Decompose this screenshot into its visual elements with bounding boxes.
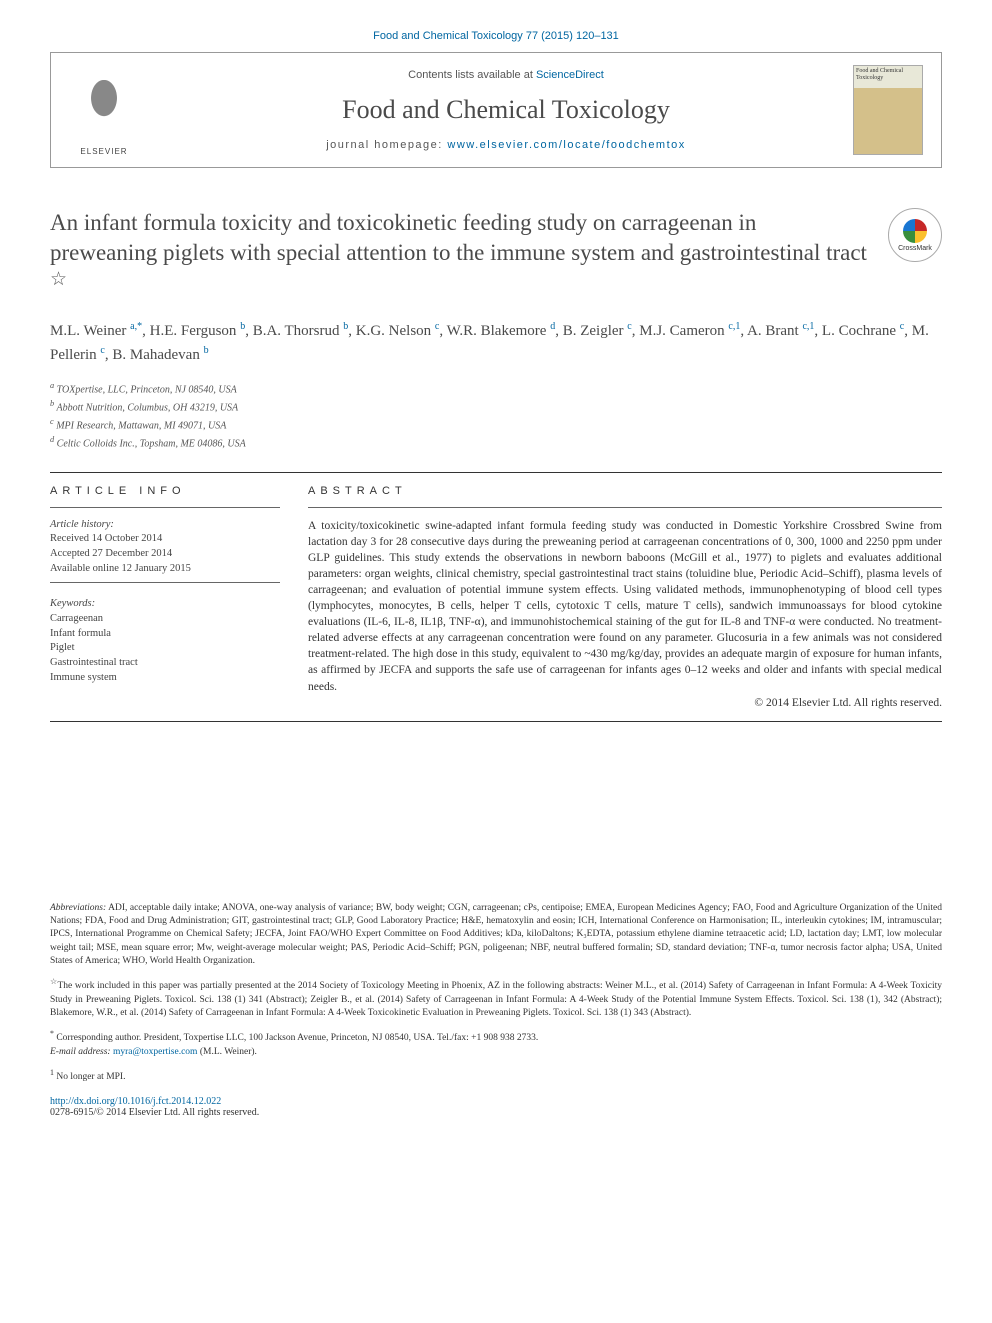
elsevier-logo [69,70,139,150]
corresponding-block: * Corresponding author. President, Toxpe… [50,1028,942,1059]
abstract-text: A toxicity/toxicokinetic swine-adapted i… [308,518,942,695]
affiliation-line: b Abbott Nutrition, Columbus, OH 43219, … [50,398,942,416]
presented-text: The work included in this paper was part… [50,981,942,1018]
article-info-column: ARTICLE INFO Article history: Received 1… [50,485,280,709]
contents-prefix: Contents lists available at [408,69,536,81]
abstract-column: ABSTRACT A toxicity/toxicokinetic swine-… [308,485,942,709]
crossmark-badge[interactable]: CrossMark [888,208,942,262]
accepted-date: Accepted 27 December 2014 [50,547,280,562]
elsevier-tree-icon [74,80,134,140]
title-footnote-star: ☆ [50,269,67,290]
affiliation-line: c MPI Research, Mattawan, MI 49071, USA [50,416,942,434]
journal-header-box: Contents lists available at ScienceDirec… [50,52,942,168]
presented-block: ☆The work included in this paper was par… [50,976,942,1020]
abstract-head: ABSTRACT [308,485,942,497]
note1-text: No longer at MPI. [54,1072,126,1082]
email-suffix: (M.L. Weiner). [197,1047,256,1057]
affiliations: a TOXpertise, LLC, Princeton, NJ 08540, … [50,380,942,451]
rule-below-abstract [50,721,942,722]
abstract-copyright: © 2014 Elsevier Ltd. All rights reserved… [308,697,942,709]
journal-name: Food and Chemical Toxicology [159,95,853,125]
keywords-label: Keywords: [50,597,280,612]
history-label: Article history: [50,518,280,533]
journal-header-center: Contents lists available at ScienceDirec… [159,69,853,151]
journal-cover-thumbnail: Food and Chemical Toxicology [853,65,923,155]
crossmark-icon [903,219,927,243]
corresponding-text: Corresponding author. President, Toxpert… [54,1033,538,1043]
abbreviations-text: ADI, acceptable daily intake; ANOVA, one… [50,903,942,966]
keyword-item: Carrageenan [50,612,280,627]
citation-header: Food and Chemical Toxicology 77 (2015) 1… [50,30,942,42]
email-label: E-mail address: [50,1047,113,1057]
online-date: Available online 12 January 2015 [50,562,280,577]
keyword-item: Infant formula [50,627,280,642]
article-title: An infant formula toxicity and toxicokin… [50,208,868,301]
homepage-prefix: journal homepage: [326,139,447,151]
footnotes: Abbreviations: ADI, acceptable daily int… [50,902,942,1085]
article-info-head: ARTICLE INFO [50,485,280,497]
rule-abstract [308,507,942,508]
abbreviations-block: Abbreviations: ADI, acceptable daily int… [50,902,942,968]
keywords-list: CarrageenanInfant formulaPigletGastroint… [50,612,280,685]
homepage-link[interactable]: www.elsevier.com/locate/foodchemtox [447,139,685,151]
affiliation-line: a TOXpertise, LLC, Princeton, NJ 08540, … [50,380,942,398]
rule-above-info [50,472,942,473]
rule-info [50,507,280,508]
received-date: Received 14 October 2014 [50,532,280,547]
authors-list: M.L. Weiner a,*, H.E. Ferguson b, B.A. T… [50,319,942,366]
affiliation-line: d Celtic Colloids Inc., Topsham, ME 0408… [50,434,942,452]
keyword-item: Piglet [50,641,280,656]
email-link[interactable]: myra@toxpertise.com [113,1047,197,1057]
issn-line: 0278-6915/© 2014 Elsevier Ltd. All right… [50,1107,259,1118]
keyword-item: Immune system [50,671,280,686]
footer-links: http://dx.doi.org/10.1016/j.fct.2014.12.… [50,1096,942,1118]
rule-keywords [50,582,280,583]
contents-line: Contents lists available at ScienceDirec… [159,69,853,81]
note1-block: 1 No longer at MPI. [50,1067,942,1084]
homepage-line: journal homepage: www.elsevier.com/locat… [159,139,853,151]
keyword-item: Gastrointestinal tract [50,656,280,671]
title-text: An infant formula toxicity and toxicokin… [50,210,867,265]
abbreviations-label: Abbreviations: [50,903,106,913]
sciencedirect-link[interactable]: ScienceDirect [536,69,604,81]
crossmark-label: CrossMark [898,245,932,252]
doi-link[interactable]: http://dx.doi.org/10.1016/j.fct.2014.12.… [50,1096,221,1107]
